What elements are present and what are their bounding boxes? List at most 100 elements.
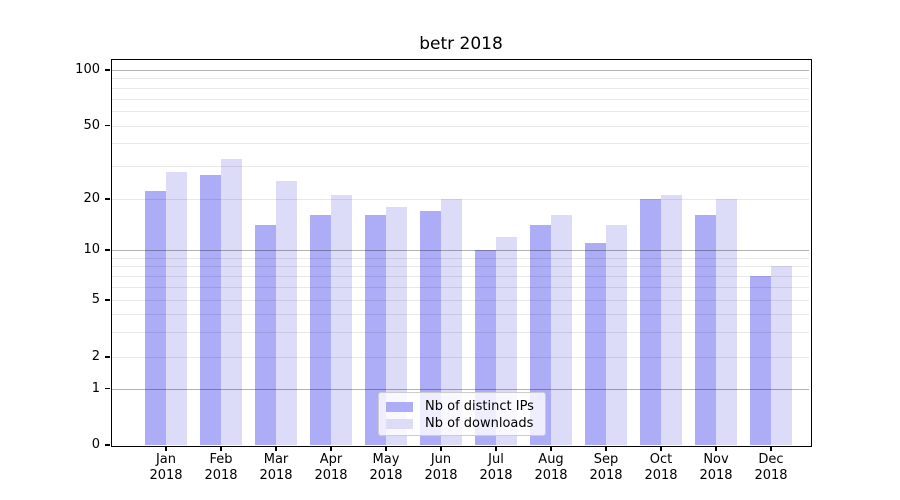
gridline-minor [112,87,809,89]
bar-downloads [441,199,462,445]
bar-distinct-ips [420,210,441,445]
legend-label-downloads: Nb of downloads [425,416,534,431]
x-tick-label-month: Feb [209,452,233,467]
y-axis-tick [105,124,110,127]
bar-distinct-ips [640,199,661,445]
gridline-minor [112,166,809,168]
x-tick-label-year: 2018 [644,468,678,483]
legend-entry-distinct-ips: Nb of distinct IPs [386,398,538,415]
x-tick-label-month: Jul [488,452,504,467]
gridline-major [112,70,809,71]
y-axis-tick [105,249,110,251]
gridline-minor [112,78,809,80]
x-tick-label-month: Apr [319,452,343,467]
bar-distinct-ips [530,225,551,445]
bar-downloads [166,172,187,445]
legend-swatch-distinct-ips-icon [386,401,413,412]
gridline-minor [112,110,809,112]
bar-distinct-ips [145,191,166,445]
y-axis-tick [105,198,110,200]
y-tick-label: 0 [91,437,100,452]
bar-downloads [771,266,792,445]
bar-downloads [331,195,352,445]
bar-downloads [551,215,572,445]
gridline-major [112,250,809,251]
x-tick-label-year: 2018 [204,468,238,483]
bar-downloads [716,199,737,445]
bar-distinct-ips [585,242,606,445]
gridline-minor [112,125,809,127]
bar-distinct-ips [750,275,771,445]
x-tick-label-month: Sep [593,452,619,467]
chart-title: betr 2018 [419,34,503,54]
x-tick-label-year: 2018 [149,468,183,483]
x-tick-label-month: Oct [649,452,673,467]
x-tick-label-month: Dec [758,452,784,467]
x-tick-label-year: 2018 [589,468,623,483]
gridline-minor [112,357,809,358]
legend: Nb of distinct IPs Nb of downloads [378,392,546,436]
x-axis-tick [715,446,717,451]
x-tick-label-year: 2018 [534,468,568,483]
x-axis-tick [440,446,442,451]
y-axis-tick [105,69,110,71]
x-tick-label-month: Jun [430,452,452,467]
bar-downloads [276,181,297,445]
x-tick-label-year: 2018 [369,468,403,483]
x-tick-label-month: Jan [155,452,177,467]
x-tick-label-month: Aug [538,452,564,467]
legend-swatch-downloads-icon [386,418,413,429]
bar-downloads [661,195,682,445]
bar-distinct-ips [695,215,716,445]
y-tick-label: 50 [83,117,100,133]
bar-distinct-ips [200,174,221,445]
bar-downloads [221,158,242,445]
x-axis-tick [330,446,332,451]
y-tick-label: 2 [91,349,100,364]
y-axis-tick [105,299,110,301]
legend-entry-downloads: Nb of downloads [386,415,538,432]
gridline-minor [112,275,809,277]
x-tick-label-year: 2018 [259,468,293,483]
bar-distinct-ips [365,215,386,445]
x-tick-label-year: 2018 [699,468,733,483]
gridline-minor [112,313,809,315]
x-axis-tick [770,446,772,451]
y-tick-label: 5 [91,292,100,307]
legend-label-distinct-ips: Nb of distinct IPs [425,399,534,414]
y-tick-label: 100 [75,62,100,77]
y-axis-tick [105,444,110,446]
y-tick-label: 1 [91,380,100,396]
x-axis-tick [220,446,222,451]
bar-distinct-ips [255,225,276,445]
x-tick-label-year: 2018 [314,468,348,483]
gridline-minor [112,266,809,268]
gridline-minor [112,199,809,200]
x-tick-label-year: 2018 [424,468,458,483]
x-axis-tick [495,446,497,451]
x-tick-label-year: 2018 [479,468,513,483]
bar-downloads [386,206,407,445]
bar-downloads [606,225,627,445]
gridline-minor [112,257,809,259]
x-tick-label-year: 2018 [754,468,788,483]
x-tick-label-month: Nov [703,452,729,467]
x-axis-tick [165,446,167,451]
gridline-minor [112,300,809,301]
x-axis-tick [660,446,662,451]
gridline-minor [112,286,809,288]
y-axis-tick [105,387,110,390]
x-axis-tick [385,446,387,451]
x-axis-tick [275,446,277,451]
bar-distinct-ips [310,215,331,445]
gridline-minor [112,98,809,100]
gridline-minor [112,143,809,145]
y-tick-label: 10 [83,242,100,257]
x-tick-label-month: May [372,452,400,467]
x-tick-label-month: Mar [263,452,289,467]
gridline-minor [112,331,809,333]
x-axis-tick [550,446,552,451]
y-axis-tick [105,356,110,358]
y-tick-label: 20 [83,191,100,206]
